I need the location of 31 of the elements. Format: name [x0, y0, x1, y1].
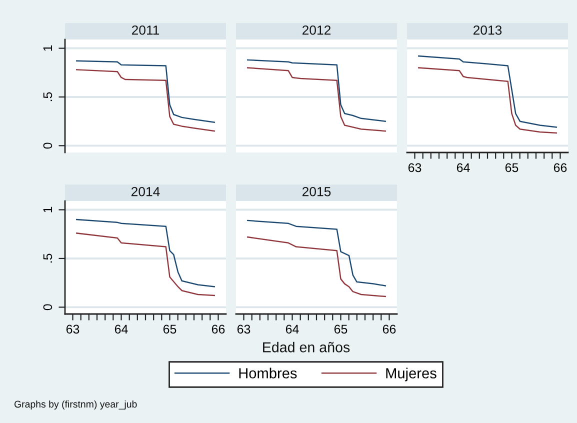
y-tick-label: 1 [43, 206, 52, 212]
chart-title: 2015 [302, 186, 331, 196]
legend-label: Mujeres [386, 368, 436, 382]
x-tick-label: 65 [505, 163, 518, 172]
line-series [76, 218, 215, 288]
x-tick-label: 66 [554, 163, 567, 172]
x-tick-label: 63 [237, 324, 250, 334]
y-tick-label: 0 [43, 304, 52, 310]
y-tick-label: .5 [43, 254, 52, 263]
y-tick-label: 1 [43, 45, 52, 51]
x-axis-title: Edad en años [263, 342, 350, 352]
x-tick-label: 63 [66, 324, 80, 334]
y-tick-label: .5 [43, 92, 52, 102]
x-tick-label: 65 [163, 324, 176, 334]
x-tick-label: 64 [114, 324, 128, 334]
y-tick-label: 0 [43, 142, 52, 149]
x-tick-label: 66 [382, 324, 396, 334]
chart-title: 2012 [302, 25, 331, 35]
text: Graphs by (firstnm) year_jub [14, 400, 137, 410]
line-series [76, 232, 215, 296]
chart-title: 2014 [131, 186, 160, 196]
line-series [76, 69, 215, 132]
chart-title: 2011 [132, 25, 160, 35]
line-series [76, 60, 215, 123]
x-tick-label: 66 [212, 324, 225, 334]
x-tick-label: 64 [286, 324, 299, 334]
chart-title: 2013 [473, 25, 502, 35]
x-tick-label: 63 [408, 163, 422, 172]
legend-label: Hombres [239, 368, 297, 378]
x-tick-label: 65 [334, 324, 348, 334]
x-tick-label: 64 [456, 163, 470, 172]
